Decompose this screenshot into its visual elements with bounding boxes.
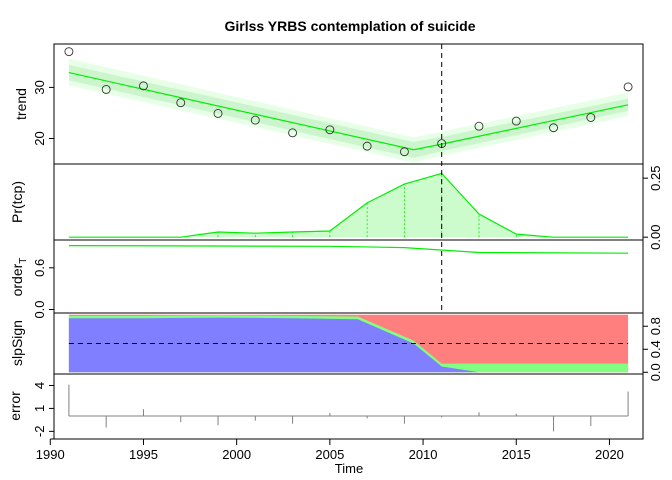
order-ylabel-subscript: T [18,258,29,264]
error-y-axis: -2 1 4 [32,382,54,437]
trend-observed-points [64,47,633,157]
panel-slpsign: 0.0 0.4 0.8 slpSign [9,312,663,381]
x-tick-label: 2015 [502,447,531,462]
slpsign-tick-label: 0.0 [648,363,663,381]
order-y-axis: 0.0 0.6 [32,259,54,319]
x-axis-label: Time [335,461,363,476]
order-panel-frame [53,239,644,314]
trend-point [549,123,558,133]
trend-point [64,47,74,57]
trend-point [288,128,298,138]
trend-point [250,115,260,125]
trend-fit-line [68,72,629,151]
slpsign-tick-label: 0.8 [648,317,663,335]
trend-point [399,147,409,157]
slpsign-positive-area [68,317,629,373]
trend-confidence-bands [68,58,629,163]
slpsign-areas [68,314,629,373]
prob-tick-label: 0.00 [648,225,663,250]
error-tick-label: 4 [32,382,47,389]
slpsign-tick-label: 0.4 [648,340,663,358]
trend-point [213,108,223,118]
panel-prob: 0.00 0.25 Pr(tcp) [9,163,663,250]
prob-ylabel: Pr(tcp) [9,181,25,223]
order-tick-label: 0.0 [32,300,47,318]
trend-point [586,113,596,122]
order-ylabel: orderT [9,258,29,297]
error-tick-label: 1 [32,405,47,412]
prob-area [68,172,629,238]
slpsign-ylabel: slpSign [9,320,25,366]
prob-tick-label: 0.25 [648,166,663,191]
slpsign-y-axis: 0.0 0.4 0.8 [643,317,663,381]
trend-point [362,141,372,151]
panel-order: 0.0 0.6 orderT [9,239,644,319]
trend-point [325,125,335,135]
chart-title: Girlss YRBS contemplation of suicide [224,18,475,34]
error-panel-frame [53,373,644,440]
trend-tick-label: 20 [32,131,47,145]
order-line [68,245,629,254]
error-ylabel: error [7,391,23,421]
trend-point [623,82,633,92]
prob-y-axis: 0.00 0.25 [643,166,663,250]
order-tick-label: 0.6 [32,259,47,277]
error-stems [68,384,629,432]
trend-point [176,98,186,108]
trend-fit-polyline [68,72,629,151]
trend-ylabel: trend [13,88,29,120]
trend-point [139,81,148,91]
x-tick-label: 2020 [595,447,624,462]
x-tick-label: 1995 [129,447,158,462]
error-tick-label: -2 [32,426,47,438]
panel-error: -2 1 4 error [7,373,644,440]
order-ylabel-main: order [9,263,25,296]
trend-point [511,116,521,126]
x-tick-label: 2010 [409,447,438,462]
x-tick-label: 2000 [222,447,251,462]
trend-point [474,121,484,131]
prob-fill [68,173,629,238]
x-tick-label: 1990 [36,447,65,462]
x-axis: 1990 1995 2000 2005 2010 2015 2020 [36,438,624,462]
order-polyline [68,245,629,254]
trend-point [101,84,111,94]
trend-band-outer [68,58,629,163]
x-tick-label: 2005 [315,447,344,462]
trend-tick-label: 30 [32,80,47,94]
